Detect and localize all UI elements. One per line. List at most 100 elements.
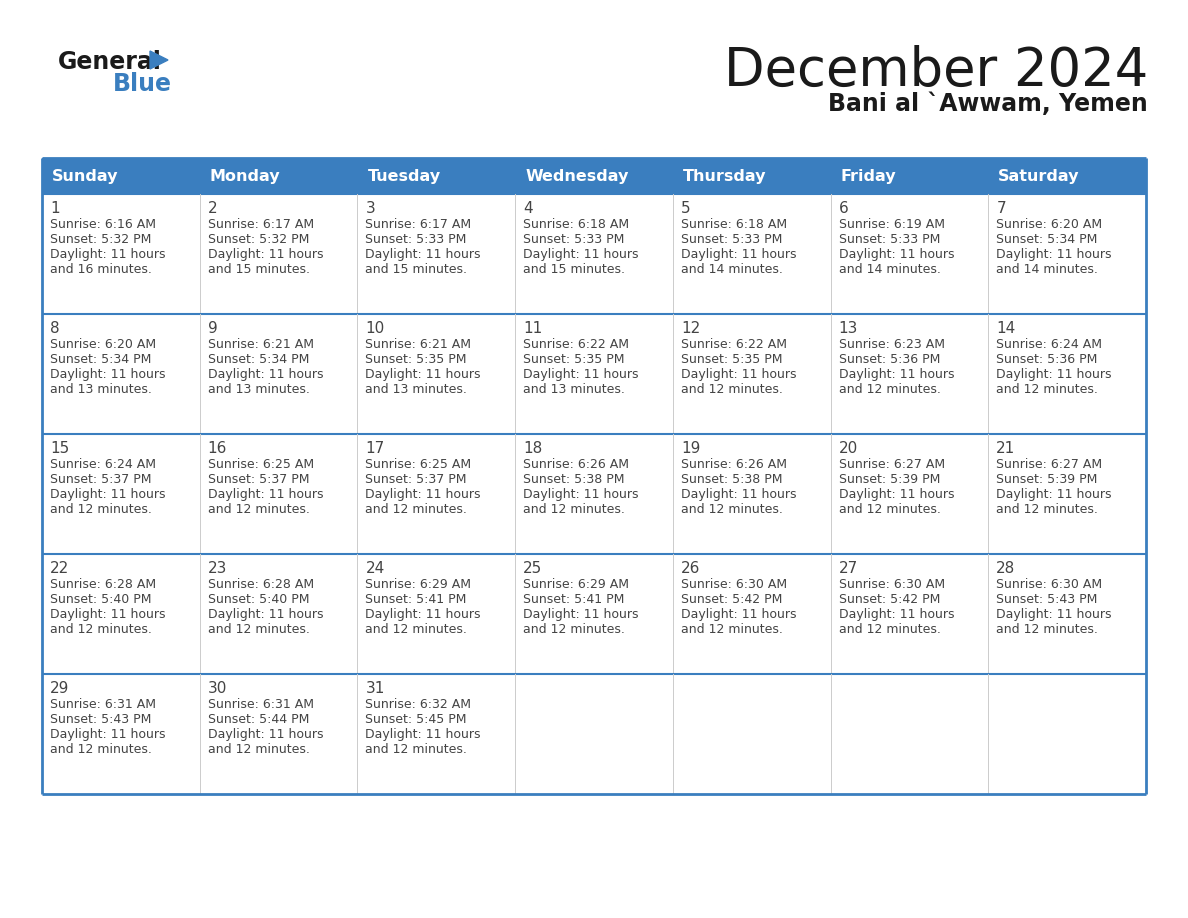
Text: Daylight: 11 hours: Daylight: 11 hours — [366, 728, 481, 741]
Text: Daylight: 11 hours: Daylight: 11 hours — [50, 248, 165, 261]
Text: Daylight: 11 hours: Daylight: 11 hours — [523, 488, 639, 501]
Text: Blue: Blue — [113, 72, 172, 96]
Bar — [42, 194, 200, 314]
Text: Daylight: 11 hours: Daylight: 11 hours — [208, 368, 323, 381]
Text: Daylight: 11 hours: Daylight: 11 hours — [997, 488, 1112, 501]
Text: and 12 minutes.: and 12 minutes. — [50, 623, 152, 636]
Text: and 12 minutes.: and 12 minutes. — [208, 743, 310, 756]
Text: Sunset: 5:39 PM: Sunset: 5:39 PM — [997, 473, 1098, 486]
Text: 22: 22 — [50, 561, 69, 576]
Text: Daylight: 11 hours: Daylight: 11 hours — [839, 488, 954, 501]
Text: Sunset: 5:34 PM: Sunset: 5:34 PM — [997, 233, 1098, 246]
Text: and 14 minutes.: and 14 minutes. — [997, 263, 1098, 276]
Text: Sunrise: 6:25 AM: Sunrise: 6:25 AM — [208, 458, 314, 471]
Text: Sunrise: 6:25 AM: Sunrise: 6:25 AM — [366, 458, 472, 471]
Text: and 14 minutes.: and 14 minutes. — [839, 263, 941, 276]
Text: Sunrise: 6:16 AM: Sunrise: 6:16 AM — [50, 218, 156, 231]
Bar — [200, 194, 358, 314]
Text: Daylight: 11 hours: Daylight: 11 hours — [366, 608, 481, 621]
Text: Tuesday: Tuesday — [367, 169, 441, 184]
Text: and 13 minutes.: and 13 minutes. — [523, 383, 625, 396]
Text: Saturday: Saturday — [998, 169, 1080, 184]
Text: Sunrise: 6:30 AM: Sunrise: 6:30 AM — [839, 578, 944, 591]
Text: Sunrise: 6:31 AM: Sunrise: 6:31 AM — [50, 698, 156, 711]
Text: Sunset: 5:33 PM: Sunset: 5:33 PM — [366, 233, 467, 246]
Text: Sunset: 5:32 PM: Sunset: 5:32 PM — [208, 233, 309, 246]
Text: Friday: Friday — [841, 169, 896, 184]
Bar — [830, 314, 988, 434]
Text: and 12 minutes.: and 12 minutes. — [681, 383, 783, 396]
Text: and 12 minutes.: and 12 minutes. — [366, 623, 467, 636]
Text: Sunset: 5:41 PM: Sunset: 5:41 PM — [523, 593, 625, 606]
Text: Sunrise: 6:23 AM: Sunrise: 6:23 AM — [839, 338, 944, 351]
Text: Sunday: Sunday — [52, 169, 119, 184]
Bar — [42, 314, 200, 434]
Text: and 15 minutes.: and 15 minutes. — [523, 263, 625, 276]
Text: 19: 19 — [681, 441, 700, 456]
Text: Daylight: 11 hours: Daylight: 11 hours — [681, 368, 796, 381]
Text: Sunset: 5:34 PM: Sunset: 5:34 PM — [208, 353, 309, 366]
Text: and 12 minutes.: and 12 minutes. — [523, 623, 625, 636]
Text: Sunrise: 6:22 AM: Sunrise: 6:22 AM — [523, 338, 630, 351]
Bar — [42, 554, 200, 674]
Text: and 12 minutes.: and 12 minutes. — [681, 623, 783, 636]
Text: Daylight: 11 hours: Daylight: 11 hours — [997, 368, 1112, 381]
Text: 31: 31 — [366, 681, 385, 696]
Text: Sunset: 5:38 PM: Sunset: 5:38 PM — [523, 473, 625, 486]
Text: Sunrise: 6:21 AM: Sunrise: 6:21 AM — [208, 338, 314, 351]
Text: Sunset: 5:34 PM: Sunset: 5:34 PM — [50, 353, 151, 366]
Bar — [830, 194, 988, 314]
Text: and 12 minutes.: and 12 minutes. — [523, 503, 625, 516]
Text: and 16 minutes.: and 16 minutes. — [50, 263, 152, 276]
Bar — [988, 554, 1146, 674]
Bar — [830, 434, 988, 554]
Text: 7: 7 — [997, 201, 1006, 216]
Bar — [516, 554, 672, 674]
Text: Sunrise: 6:24 AM: Sunrise: 6:24 AM — [997, 338, 1102, 351]
Text: Daylight: 11 hours: Daylight: 11 hours — [839, 368, 954, 381]
Text: 29: 29 — [50, 681, 69, 696]
Text: Sunset: 5:44 PM: Sunset: 5:44 PM — [208, 713, 309, 726]
Text: Daylight: 11 hours: Daylight: 11 hours — [208, 488, 323, 501]
Bar — [672, 674, 830, 794]
Text: 10: 10 — [366, 321, 385, 336]
Text: Sunrise: 6:32 AM: Sunrise: 6:32 AM — [366, 698, 472, 711]
Text: Sunrise: 6:28 AM: Sunrise: 6:28 AM — [208, 578, 314, 591]
Bar — [200, 434, 358, 554]
Text: and 14 minutes.: and 14 minutes. — [681, 263, 783, 276]
Text: Sunset: 5:35 PM: Sunset: 5:35 PM — [681, 353, 783, 366]
Text: 12: 12 — [681, 321, 700, 336]
Text: and 12 minutes.: and 12 minutes. — [839, 623, 941, 636]
Bar — [516, 314, 672, 434]
Text: and 13 minutes.: and 13 minutes. — [50, 383, 152, 396]
Text: Sunrise: 6:18 AM: Sunrise: 6:18 AM — [523, 218, 630, 231]
Text: and 13 minutes.: and 13 minutes. — [208, 383, 310, 396]
Bar — [42, 434, 200, 554]
Text: Daylight: 11 hours: Daylight: 11 hours — [839, 248, 954, 261]
Text: and 12 minutes.: and 12 minutes. — [208, 503, 310, 516]
Text: 3: 3 — [366, 201, 375, 216]
Bar — [42, 158, 1146, 194]
Text: Sunrise: 6:28 AM: Sunrise: 6:28 AM — [50, 578, 156, 591]
Text: Sunrise: 6:30 AM: Sunrise: 6:30 AM — [681, 578, 786, 591]
Bar — [830, 674, 988, 794]
Text: 4: 4 — [523, 201, 532, 216]
Text: Sunset: 5:39 PM: Sunset: 5:39 PM — [839, 473, 940, 486]
Text: Bani al `Awwam, Yemen: Bani al `Awwam, Yemen — [828, 92, 1148, 116]
Text: Sunset: 5:35 PM: Sunset: 5:35 PM — [523, 353, 625, 366]
Text: Sunset: 5:37 PM: Sunset: 5:37 PM — [208, 473, 309, 486]
Text: Monday: Monday — [210, 169, 280, 184]
Text: Sunset: 5:40 PM: Sunset: 5:40 PM — [208, 593, 309, 606]
Text: Daylight: 11 hours: Daylight: 11 hours — [366, 248, 481, 261]
Text: and 12 minutes.: and 12 minutes. — [997, 503, 1098, 516]
Text: Sunset: 5:36 PM: Sunset: 5:36 PM — [997, 353, 1098, 366]
Text: Daylight: 11 hours: Daylight: 11 hours — [523, 248, 639, 261]
Text: and 12 minutes.: and 12 minutes. — [681, 503, 783, 516]
Text: Daylight: 11 hours: Daylight: 11 hours — [839, 608, 954, 621]
Text: Sunset: 5:45 PM: Sunset: 5:45 PM — [366, 713, 467, 726]
Text: Sunrise: 6:27 AM: Sunrise: 6:27 AM — [839, 458, 944, 471]
Text: 28: 28 — [997, 561, 1016, 576]
Text: 26: 26 — [681, 561, 700, 576]
Text: Sunrise: 6:31 AM: Sunrise: 6:31 AM — [208, 698, 314, 711]
Text: 8: 8 — [50, 321, 59, 336]
